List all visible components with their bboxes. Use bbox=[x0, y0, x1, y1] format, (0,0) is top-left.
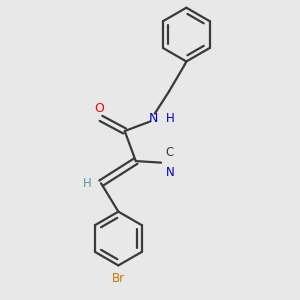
Text: N: N bbox=[148, 112, 158, 125]
Text: H: H bbox=[166, 112, 175, 125]
Text: O: O bbox=[94, 102, 104, 115]
Text: N: N bbox=[166, 166, 175, 179]
Text: C: C bbox=[166, 146, 174, 160]
Text: Br: Br bbox=[112, 272, 125, 285]
Text: H: H bbox=[82, 177, 91, 190]
